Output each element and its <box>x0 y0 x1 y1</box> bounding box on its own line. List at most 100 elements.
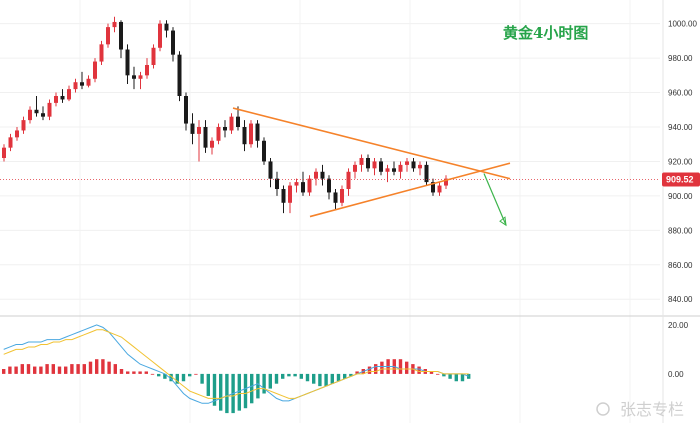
candle-body <box>301 182 305 193</box>
candle-body <box>262 140 266 162</box>
candle-body <box>99 44 104 62</box>
candle-body <box>190 123 195 134</box>
macd-histogram-bar <box>101 359 105 374</box>
macd-y-tick-label: 0.00 <box>668 370 684 379</box>
candle-body <box>366 158 370 169</box>
candle-body <box>145 65 149 76</box>
macd-histogram-bar <box>175 373 179 384</box>
candle-body <box>346 171 351 189</box>
macd-histogram-bar <box>268 373 272 389</box>
candle-body <box>177 54 182 96</box>
candle-body <box>138 75 143 79</box>
macd-histogram-bar <box>76 364 80 374</box>
macd-histogram-bar <box>336 373 341 382</box>
macd-histogram-bar <box>324 373 328 387</box>
candle-body <box>275 178 279 189</box>
candle-body <box>210 140 214 148</box>
candle-body <box>268 161 273 179</box>
macd-histogram-bar <box>405 361 409 374</box>
candle-body <box>288 185 292 203</box>
macd-histogram-bar <box>8 366 12 374</box>
candle-body <box>197 127 201 134</box>
candle-body <box>216 127 221 141</box>
macd-histogram-bar <box>150 373 155 375</box>
candle-body <box>119 21 123 50</box>
macd-histogram-bar <box>33 366 37 374</box>
candle-body <box>307 178 312 193</box>
watermark: 张志专栏 <box>596 400 684 419</box>
macd-histogram-bar <box>436 373 440 375</box>
candle-body <box>424 164 429 183</box>
macd-histogram-bar <box>330 373 334 384</box>
macd-histogram-bar <box>299 373 303 379</box>
macd-histogram-bar <box>343 373 347 379</box>
macd-y-tick-label: 20.00 <box>668 321 689 330</box>
y-tick-label: 880.00 <box>668 226 693 235</box>
projection-arrow-head <box>499 216 507 227</box>
macd-histogram-bar <box>355 371 359 374</box>
macd-histogram-bar <box>163 373 167 379</box>
macd-histogram-bar <box>188 373 192 377</box>
candle-body <box>223 127 227 131</box>
macd-histogram-bar <box>318 373 322 387</box>
candle-body <box>281 189 286 203</box>
macd-histogram-bar <box>442 373 446 377</box>
y-tick-label: 960.00 <box>668 89 693 98</box>
macd-histogram-bar <box>237 373 241 411</box>
macd-histogram-bar <box>293 373 297 377</box>
macd-histogram-bar <box>448 373 452 379</box>
macd-histogram-bar <box>454 373 458 382</box>
chart-title: 黄金4小时图 <box>503 24 588 42</box>
candle-body <box>340 189 344 203</box>
macd-histogram-bar <box>374 364 378 374</box>
macd-histogram-bar <box>219 373 223 411</box>
macd-histogram-bar <box>82 364 86 374</box>
candle-body <box>236 116 240 127</box>
macd-histogram-bar <box>305 373 310 382</box>
macd-histogram-bar <box>398 359 403 374</box>
candle-body <box>431 182 435 193</box>
macd-histogram-bar <box>26 364 31 374</box>
upper-trendline <box>232 107 511 180</box>
macd-histogram-bar <box>107 361 111 374</box>
macd-histogram-bar <box>51 364 55 374</box>
candle-body <box>158 23 162 48</box>
watermark-text: 张志专栏 <box>620 400 684 419</box>
current-price-label: 909.52 <box>666 174 694 184</box>
macd-histogram-bar <box>45 364 49 374</box>
macd-histogram-bar <box>157 373 161 377</box>
weibo-icon <box>596 402 610 416</box>
macd-histogram-bar <box>281 373 285 379</box>
candle-body <box>444 178 448 186</box>
candle-body <box>327 178 331 193</box>
macd-histogram-bar <box>2 369 6 374</box>
macd-histogram-bar <box>243 373 248 409</box>
macd-histogram-bar <box>126 371 130 374</box>
candle-body <box>353 164 357 172</box>
candle-body <box>249 123 253 145</box>
macd-histogram-bar <box>250 373 254 404</box>
macd-histogram-bar <box>64 366 68 374</box>
macd-histogram-bar <box>181 373 186 382</box>
macd-histogram-bar <box>200 373 204 384</box>
candle-body <box>379 161 383 172</box>
macd-histogram-bar <box>312 373 316 384</box>
macd-histogram-bar <box>367 366 372 374</box>
macd-histogram-bar <box>88 361 93 374</box>
candle-body <box>372 161 377 169</box>
macd-histogram-bar <box>460 373 465 382</box>
macd-histogram-bar <box>70 364 74 374</box>
candle-body <box>392 168 396 172</box>
candle-body <box>106 27 110 45</box>
macd-histogram-bar <box>138 371 142 374</box>
candle-body <box>164 23 169 31</box>
y-tick-label: 840.00 <box>668 295 693 304</box>
macd-histogram-bar <box>95 359 99 374</box>
macd-histogram-bar <box>206 373 210 396</box>
signal-line <box>3 329 469 399</box>
macd-histogram-bar <box>274 373 279 384</box>
candle-body <box>93 61 97 79</box>
candle-body <box>242 127 247 145</box>
macd-histogram-bar <box>39 366 43 374</box>
